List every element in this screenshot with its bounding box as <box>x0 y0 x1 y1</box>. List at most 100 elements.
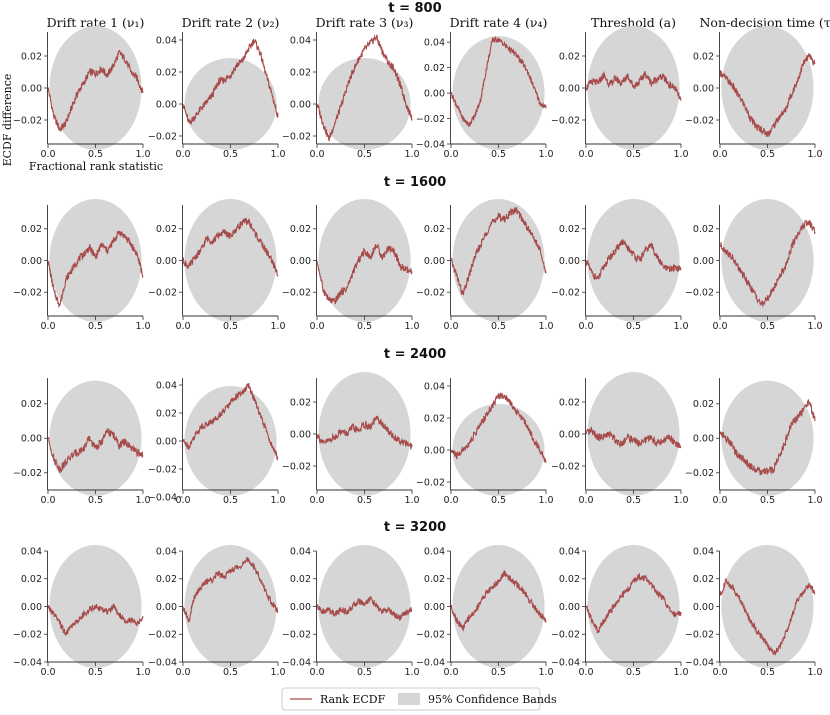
y-tick-label: −0.04 <box>551 657 580 668</box>
panel-r3-c3: 0.02 0.00 −0.02 0.0 0.5 1.0 <box>282 372 420 506</box>
row-title-4: t = 3200 <box>384 520 446 535</box>
x-tick-label: 1.0 <box>135 321 150 332</box>
x-tick-label: 0.5 <box>760 149 775 160</box>
rank-ecdf-line <box>585 426 682 449</box>
x-tick-label: 0.0 <box>712 495 727 506</box>
x-tick-label: 1.0 <box>270 495 285 506</box>
y-tick-label: −0.04 <box>148 492 177 503</box>
y-tick-label: −0.02 <box>685 630 714 641</box>
x-tick-label: 0.5 <box>357 495 372 506</box>
panel-r3-c4: 0.04 0.02 0.00 −0.02 0.0 0.5 1.0 <box>416 378 554 506</box>
column-title-6: Non-decision time (τ) <box>699 15 830 30</box>
x-tick-label: 1.0 <box>404 495 419 506</box>
y-tick-label: −0.02 <box>13 288 42 299</box>
confidence-band <box>184 545 277 668</box>
x-tick-label: 0.5 <box>88 495 103 506</box>
x-tick-label: 1.0 <box>673 149 688 160</box>
y-tick-label: −0.02 <box>416 114 445 125</box>
confidence-band <box>318 372 411 496</box>
y-tick-label: 0.02 <box>290 397 311 408</box>
y-tick-label: −0.02 <box>13 115 42 126</box>
rank-ecdf-line <box>585 572 682 634</box>
y-tick-label: 0.00 <box>424 602 445 613</box>
x-tick-label: 0.5 <box>223 667 238 678</box>
x-tick-label: 0.5 <box>491 149 506 160</box>
panel-grid: Drift rate 1 (ν₁) Drift rate 2 (ν₂) Drift … <box>13 1 830 678</box>
x-tick-label: 1.0 <box>270 321 285 332</box>
y-tick-label: 0.02 <box>424 413 445 424</box>
y-tick-label: 0.00 <box>559 602 580 613</box>
confidence-band <box>587 199 680 322</box>
legend: Rank ECDF 95% Confidence Bands <box>281 687 557 711</box>
y-tick-label: 0.00 <box>559 256 580 267</box>
y-tick-label: −0.02 <box>282 461 311 472</box>
confidence-band <box>721 545 814 668</box>
y-tick-label: −0.02 <box>551 288 580 299</box>
x-tick-label: 0.0 <box>578 321 593 332</box>
x-tick-label: 0.5 <box>88 149 103 160</box>
x-tick-label: 0.0 <box>443 495 458 506</box>
y-tick-label: 0.04 <box>21 546 42 557</box>
legend-label-rank-ecdf: Rank ECDF <box>320 693 386 706</box>
x-tick-label: 1.0 <box>807 667 822 678</box>
x-tick-label: 0.5 <box>491 321 506 332</box>
confidence-band <box>49 380 142 496</box>
x-tick-label: 0.0 <box>578 495 593 506</box>
column-title-1: Drift rate 1 (ν₁) <box>47 15 145 30</box>
y-tick-label: −0.04 <box>282 657 311 668</box>
confidence-band <box>452 404 545 496</box>
x-tick-label: 1.0 <box>404 149 419 160</box>
y-tick-label: −0.04 <box>416 657 445 668</box>
y-tick-label: 0.02 <box>156 574 177 585</box>
panel-r3-c2: 0.04 0.02 0.00 −0.02 −0.040.0 0.5 1.0 <box>148 378 286 506</box>
y-tick-label: 0.02 <box>21 574 42 585</box>
y-tick-label: −0.02 <box>282 630 311 641</box>
y-tick-label: 0.02 <box>156 224 177 235</box>
x-tick-label: 1.0 <box>135 667 150 678</box>
row-title-2: t = 1600 <box>384 175 446 190</box>
y-tick-label: −0.04 <box>148 657 177 668</box>
legend-label-confidence-bands: 95% Confidence Bands <box>428 693 557 706</box>
y-tick-label: 0.02 <box>559 397 580 408</box>
y-tick-label: 0.02 <box>156 67 177 78</box>
x-tick-label: 0.5 <box>491 495 506 506</box>
y-tick-label: −0.02 <box>416 630 445 641</box>
column-title-4: Drift rate 4 (ν₄) <box>450 15 548 30</box>
x-tick-label: 0.0 <box>175 321 190 332</box>
confidence-band <box>721 199 814 322</box>
x-tick-label: 0.5 <box>626 667 641 678</box>
y-tick-label: 0.02 <box>559 574 580 585</box>
y-tick-label: 0.02 <box>693 51 714 62</box>
y-tick-label: 0.04 <box>559 546 580 557</box>
panel-r2-c3: 0.02 0.00 −0.02 0.0 0.5 1.0 <box>282 199 420 332</box>
y-tick-label: 0.00 <box>21 256 42 267</box>
panel-r1-c2: 0.04 0.02 0.00 −0.02 0.0 0.5 1.0 <box>148 32 286 160</box>
y-tick-label: −0.02 <box>282 131 311 142</box>
y-tick-label: −0.02 <box>551 461 580 472</box>
x-tick-label: 1.0 <box>673 495 688 506</box>
x-tick-label: 0.0 <box>443 667 458 678</box>
panel-r4-c5: 0.04 0.02 0.00 −0.02 −0.040.0 0.5 1.0 <box>551 545 689 678</box>
rank-ecdf-line <box>450 391 547 463</box>
x-tick-label: 1.0 <box>673 667 688 678</box>
panel-r4-c2: 0.04 0.02 0.00 −0.02 −0.040.0 0.5 1.0 <box>148 545 286 678</box>
rank-ecdf-line <box>450 36 547 128</box>
x-tick-label: 0.0 <box>175 667 190 678</box>
rank-ecdf-line <box>182 217 279 277</box>
y-tick-label: 0.02 <box>424 574 445 585</box>
rank-ecdf-line <box>47 603 144 637</box>
panel-r2-c6: 0.02 0.00 −0.02 0.0 0.5 1.0 <box>685 199 823 332</box>
confidence-band <box>452 545 545 668</box>
y-tick-label: −0.02 <box>148 464 177 475</box>
confidence-band <box>49 26 142 150</box>
y-tick-label: 0.04 <box>156 35 177 46</box>
rank-ecdf-line <box>316 243 413 305</box>
confidence-band <box>184 386 277 496</box>
x-tick-label: 0.5 <box>88 321 103 332</box>
confidence-band <box>49 199 142 322</box>
x-tick-label: 1.0 <box>538 495 553 506</box>
y-tick-label: −0.02 <box>685 288 714 299</box>
rank-ecdf-line <box>182 38 279 125</box>
y-tick-label: −0.02 <box>13 630 42 641</box>
panel-r1-c4: 0.04 0.02 0.00 −0.02 −0.040.0 0.5 1.0 <box>416 32 554 160</box>
